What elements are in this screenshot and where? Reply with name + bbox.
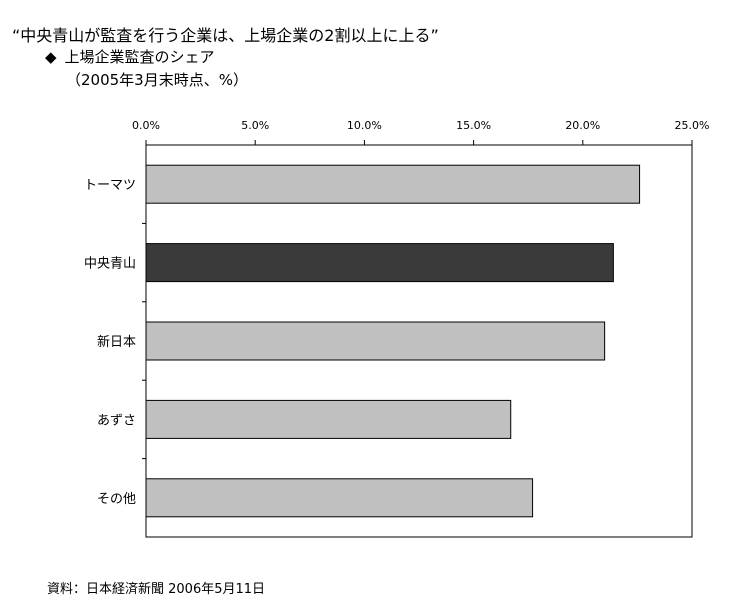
bar-4: [145, 478, 534, 518]
category-label: 中央青山: [84, 257, 136, 272]
category-label: あずさ: [97, 413, 136, 428]
bar-1: [145, 243, 614, 283]
x-tick-label: 20.0%: [565, 119, 600, 132]
chart-subtitle-text: 上場企業監査のシェア: [64, 48, 215, 66]
source-note: 資料：日本経済新聞 2006年5月11日: [47, 582, 266, 597]
bar-0: [145, 164, 641, 204]
chart-note: （2005年3月末時点、%）: [66, 71, 248, 89]
chart-title: “中央青山が監査を行う企業は、上場企業の2割以上に上る”: [12, 26, 439, 45]
bar-3: [145, 399, 512, 439]
x-tick-label: 10.0%: [347, 119, 382, 132]
category-label: 新日本: [97, 334, 136, 350]
category-label: その他: [97, 492, 136, 507]
category-label: トーマツ: [84, 178, 136, 193]
chart-subtitle: ◆ 上場企業監査のシェア: [45, 46, 215, 67]
diamond-bullet-icon: ◆: [45, 48, 57, 66]
bar-2: [145, 321, 606, 361]
x-tick-label: 5.0%: [241, 119, 269, 132]
x-tick-label: 25.0%: [675, 119, 710, 132]
x-tick-label: 0.0%: [132, 119, 160, 132]
x-tick-label: 15.0%: [456, 119, 491, 132]
